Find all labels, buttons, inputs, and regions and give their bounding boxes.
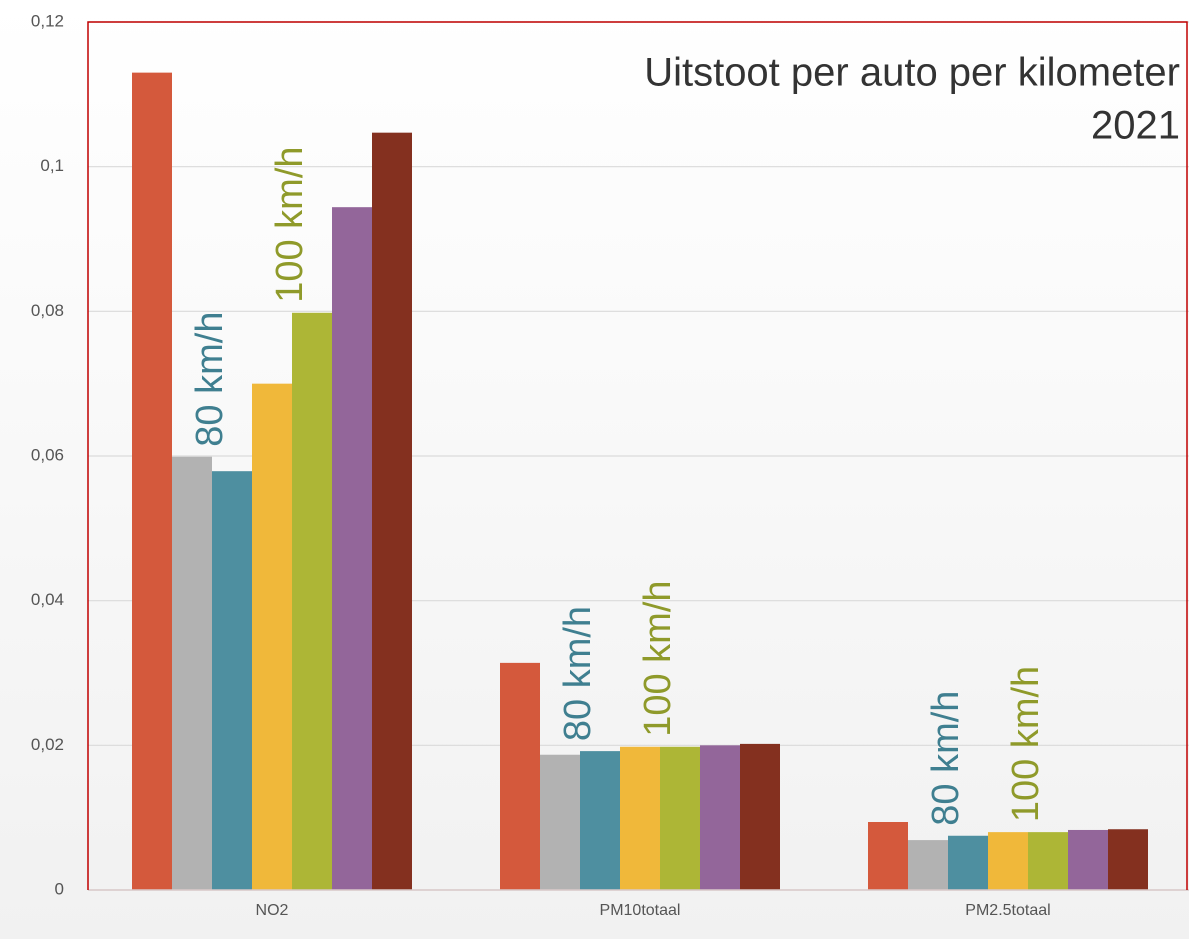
annotation: 80 km/h bbox=[557, 606, 599, 741]
bar bbox=[372, 132, 412, 891]
bar bbox=[660, 746, 700, 890]
chart-subtitle: 2021 bbox=[1091, 104, 1180, 148]
y-tick-label: 0,12 bbox=[31, 11, 64, 30]
plot-frame bbox=[87, 21, 1188, 890]
annotation: 80 km/h bbox=[189, 312, 231, 447]
bar bbox=[332, 207, 372, 890]
annotation: 80 km/h bbox=[925, 691, 967, 826]
x-tick-label: PM10totaal bbox=[600, 902, 681, 919]
y-tick-label: 0,1 bbox=[40, 156, 64, 175]
bar bbox=[620, 746, 660, 890]
annotation: 100 km/h bbox=[1005, 666, 1047, 822]
y-tick-label: 0,08 bbox=[31, 301, 64, 320]
bar bbox=[908, 840, 948, 890]
bar bbox=[540, 754, 580, 890]
bar bbox=[740, 743, 780, 890]
bar bbox=[292, 312, 332, 890]
bar bbox=[212, 471, 252, 890]
annotation: 100 km/h bbox=[269, 146, 311, 302]
chart-title: Uitstoot per auto per kilometer bbox=[644, 51, 1180, 95]
bar bbox=[500, 662, 540, 890]
bar bbox=[988, 832, 1028, 890]
y-tick-label: 0 bbox=[55, 879, 64, 898]
bar bbox=[1028, 832, 1068, 890]
y-tick-label: 0,02 bbox=[31, 735, 64, 754]
y-tick-label: 0,06 bbox=[31, 445, 64, 464]
x-tick-label: NO2 bbox=[256, 902, 289, 919]
bar bbox=[948, 835, 988, 890]
annotation: 100 km/h bbox=[637, 580, 679, 736]
bar bbox=[1068, 829, 1108, 890]
bar bbox=[172, 456, 212, 890]
bar bbox=[1108, 829, 1148, 890]
bar bbox=[132, 72, 172, 891]
bar bbox=[700, 745, 740, 890]
bar bbox=[252, 383, 292, 890]
y-tick-label: 0,04 bbox=[31, 590, 64, 609]
bar bbox=[868, 822, 908, 890]
x-tick-label: PM2.5totaal bbox=[965, 902, 1050, 919]
bar bbox=[580, 751, 620, 890]
